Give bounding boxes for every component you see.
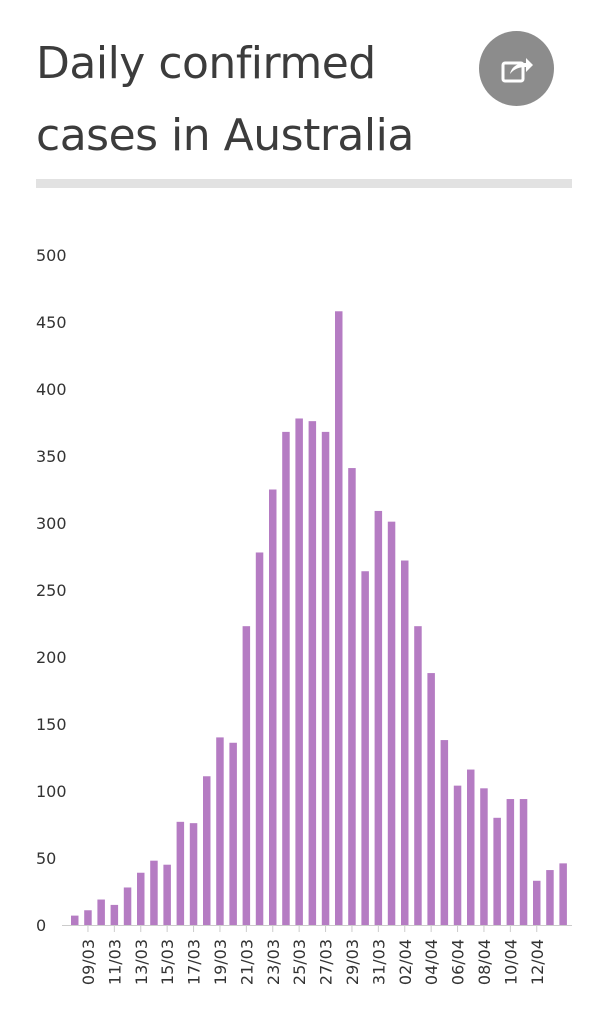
- bar: [255, 552, 264, 925]
- bar: [493, 817, 501, 925]
- bar: [321, 431, 330, 925]
- bar: [440, 740, 449, 925]
- bar: [546, 870, 554, 925]
- bar: [84, 910, 92, 925]
- bar: [150, 860, 158, 925]
- y-tick-label: 150: [36, 715, 67, 734]
- y-tick-label: 300: [36, 514, 67, 533]
- x-tick-label: 27/03: [317, 939, 336, 985]
- bar: [176, 821, 185, 925]
- bar: [414, 626, 422, 925]
- y-tick-label: 100: [36, 782, 67, 801]
- x-tick-label: 04/04: [422, 939, 441, 985]
- bar: [506, 799, 515, 925]
- bar: [229, 742, 237, 925]
- y-tick-label: 400: [36, 380, 67, 399]
- daily-cases-bar-chart: 0 50 100 150 200 250 300 350 400 450 500 09/03 11/0…: [36, 246, 572, 985]
- bar: [216, 737, 224, 925]
- x-axis: 09/03 11/03 13/03 15/03 17/03 19/03 21/03 23/03…: [79, 926, 547, 985]
- bar: [110, 904, 119, 925]
- y-tick-label: 0: [36, 916, 46, 935]
- bar: [308, 421, 317, 925]
- bar: [401, 560, 409, 925]
- bar: [282, 431, 290, 925]
- x-tick-label: 29/03: [343, 939, 362, 985]
- y-tick-label: 450: [36, 313, 67, 332]
- bar: [71, 915, 79, 925]
- x-tick-label: 08/04: [475, 939, 494, 985]
- y-tick-label: 50: [36, 849, 56, 868]
- bar: [269, 489, 277, 925]
- x-tick-label: 11/03: [105, 939, 124, 985]
- bar: [348, 468, 356, 925]
- share-button[interactable]: [479, 31, 554, 106]
- bar: [335, 311, 343, 925]
- bar: [374, 510, 383, 925]
- x-tick-label: 12/04: [528, 939, 547, 985]
- y-axis: 0 50 100 150 200 250 300 350 400 450 500: [36, 246, 67, 935]
- y-tick-label: 500: [36, 246, 67, 265]
- bar-series: [71, 311, 567, 925]
- bar: [427, 673, 435, 925]
- bar: [361, 571, 369, 925]
- x-tick-label: 19/03: [211, 939, 230, 985]
- bar: [559, 863, 567, 925]
- bar: [163, 864, 171, 925]
- x-tick-label: 31/03: [369, 939, 388, 985]
- x-tick-label: 21/03: [237, 939, 256, 985]
- x-tick-label: 15/03: [158, 939, 177, 985]
- share-icon: [501, 57, 533, 82]
- x-tick-label: 09/03: [79, 939, 98, 985]
- x-tick-label: 13/03: [132, 939, 151, 985]
- bar: [123, 887, 132, 925]
- bar: [480, 788, 488, 925]
- bar: [189, 823, 198, 925]
- x-tick-label: 23/03: [264, 939, 283, 985]
- bar: [387, 521, 396, 925]
- x-tick-label: 02/04: [396, 939, 415, 985]
- bar: [453, 785, 462, 925]
- bar: [97, 899, 105, 925]
- bar: [295, 418, 303, 925]
- page-title: Daily confirmed cases in Australia: [36, 38, 414, 161]
- bar: [242, 626, 251, 925]
- y-tick-label: 250: [36, 581, 67, 600]
- bar: [519, 799, 528, 925]
- bar: [533, 880, 541, 925]
- x-tick-label: 25/03: [290, 939, 309, 985]
- bar: [137, 872, 145, 925]
- x-tick-label: 10/04: [501, 939, 520, 985]
- y-tick-label: 350: [36, 447, 67, 466]
- bar: [467, 769, 475, 925]
- y-tick-label: 200: [36, 648, 67, 667]
- title-divider: [36, 179, 572, 188]
- x-tick-label: 06/04: [449, 939, 468, 985]
- bar: [203, 776, 211, 925]
- x-tick-label: 17/03: [185, 939, 204, 985]
